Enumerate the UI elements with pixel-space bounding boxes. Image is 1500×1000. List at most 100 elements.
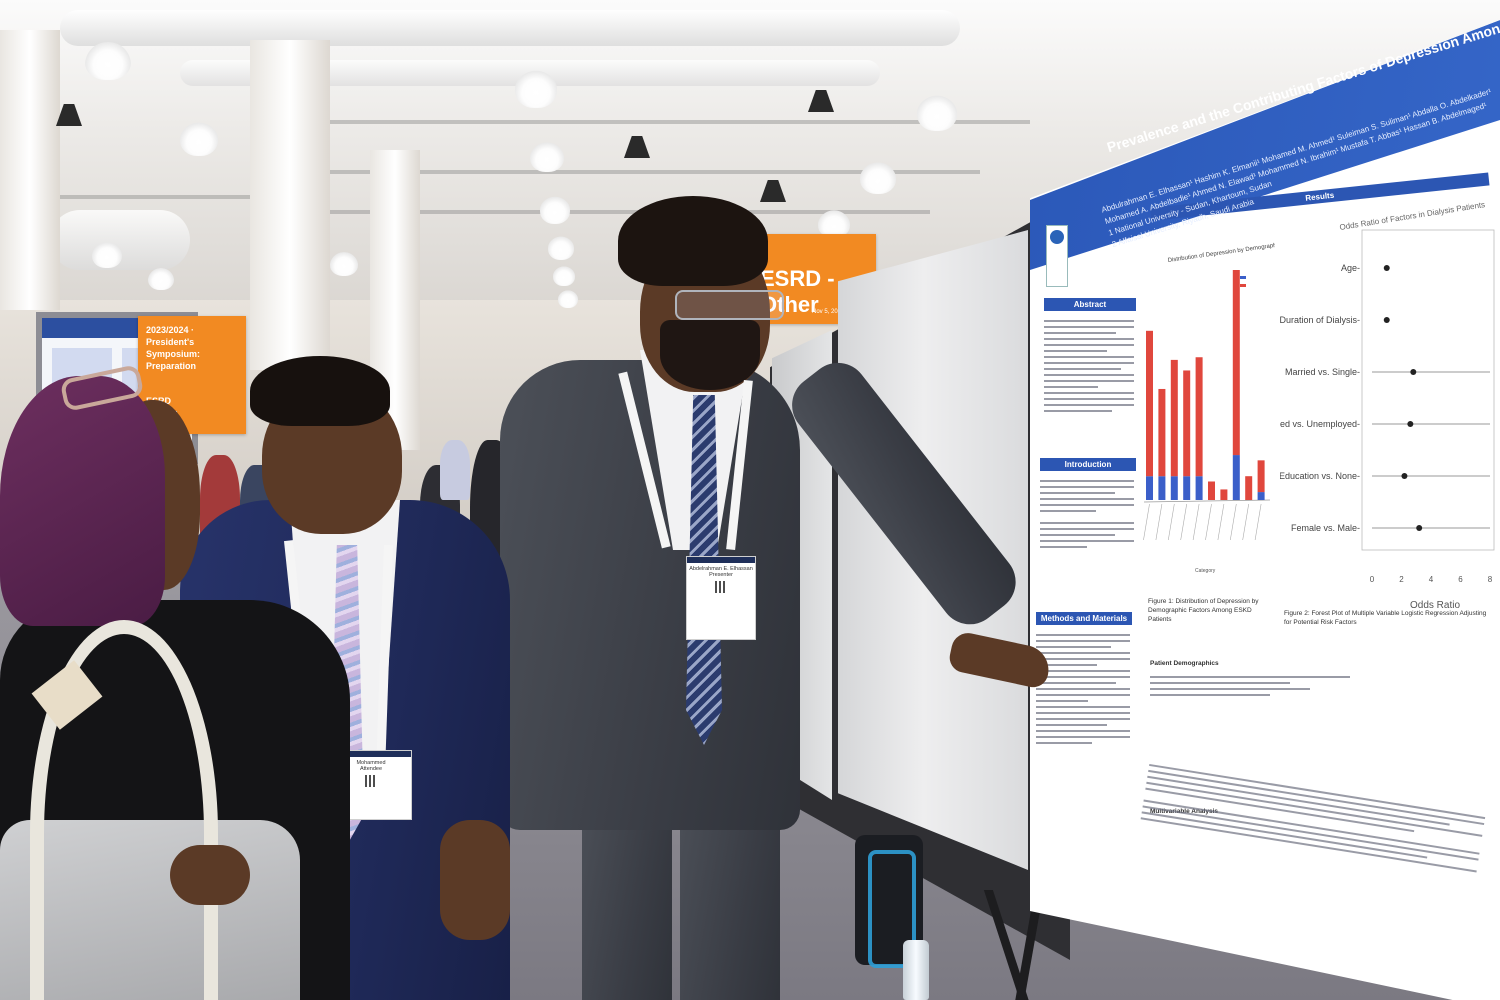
pendant-lamp bbox=[760, 180, 786, 202]
results-text bbox=[1140, 760, 1486, 876]
bar-series bbox=[1143, 270, 1265, 541]
bar-tick-label bbox=[1242, 503, 1249, 541]
forest-category-label: Employed vs. Unemployed- bbox=[1280, 419, 1360, 429]
ceiling-duct bbox=[60, 10, 960, 46]
bar-depressed bbox=[1257, 492, 1265, 500]
ceiling-light bbox=[530, 142, 564, 172]
legend-swatch bbox=[1240, 276, 1246, 279]
ceiling-light bbox=[860, 162, 896, 194]
forest-category-label: Female vs. Male- bbox=[1291, 523, 1360, 533]
methods-text bbox=[1036, 630, 1130, 748]
bar-depressed bbox=[1146, 476, 1153, 500]
ceiling-light bbox=[330, 252, 358, 276]
pendant-lamp bbox=[624, 136, 650, 158]
university-logo bbox=[1046, 225, 1068, 287]
bar-chart-title: Distribution of Depression by Demographi… bbox=[1167, 240, 1275, 264]
odds-ratio-point bbox=[1401, 473, 1408, 479]
odds-ratio-point bbox=[1383, 317, 1390, 323]
bar-tick-label bbox=[1254, 503, 1262, 541]
demographics-text bbox=[1150, 672, 1350, 700]
forest-x-tick: 2 bbox=[1399, 575, 1404, 584]
abstract-text bbox=[1044, 316, 1134, 416]
bar-depressed bbox=[1183, 476, 1191, 500]
bar-tick-label bbox=[1205, 503, 1212, 541]
water-bottle bbox=[903, 940, 929, 1000]
pendant-lamp bbox=[808, 90, 834, 112]
ceiling-light bbox=[548, 236, 574, 260]
badge-role: Presenter bbox=[709, 572, 733, 578]
forest-plot: Odds Ratio of Factors in Dialysis Patien… bbox=[1280, 200, 1495, 611]
bar-not-depressed bbox=[1232, 270, 1240, 456]
odds-ratio-point bbox=[1383, 265, 1390, 271]
methods-heading: Methods and Materials bbox=[1036, 612, 1132, 625]
bar-tick-label bbox=[1155, 503, 1163, 541]
forest-plot-title: Odds Ratio of Factors in Dialysis Patien… bbox=[1339, 200, 1486, 232]
bar-chart-axis bbox=[1143, 499, 1271, 503]
bar-not-depressed bbox=[1183, 370, 1191, 477]
companion-hair bbox=[250, 356, 390, 426]
bar-not-depressed bbox=[1245, 476, 1253, 500]
companion-hand bbox=[440, 820, 510, 940]
introduction-heading: Introduction bbox=[1040, 458, 1136, 471]
bar-depressed bbox=[1232, 455, 1240, 500]
forest-x-tick: 0 bbox=[1370, 575, 1375, 584]
bar-not-depressed bbox=[1146, 330, 1153, 477]
attendee-hand bbox=[170, 845, 250, 905]
bar-not-depressed bbox=[1220, 489, 1228, 500]
ceiling-light bbox=[558, 290, 578, 308]
bar-tick-label bbox=[1180, 503, 1187, 541]
ceiling-truss bbox=[330, 170, 980, 174]
bar-tick-label bbox=[1217, 503, 1225, 541]
forest-category-label: Age- bbox=[1341, 263, 1360, 273]
forest-x-tick: 6 bbox=[1458, 575, 1463, 584]
ceiling-light bbox=[553, 266, 575, 286]
bar-not-depressed bbox=[1208, 481, 1215, 500]
pendant-lamp bbox=[56, 104, 82, 126]
bar-chart-xlabel: Category bbox=[1195, 568, 1216, 574]
ceiling-light bbox=[818, 210, 850, 238]
demographics-heading: Patient Demographics bbox=[1150, 660, 1219, 667]
glasses-icon bbox=[675, 290, 784, 320]
poster-board-background bbox=[440, 440, 470, 500]
bar-depressed bbox=[1195, 476, 1203, 500]
pillar bbox=[250, 40, 330, 370]
presenter-hair bbox=[618, 196, 768, 286]
bar-tick-label bbox=[1192, 503, 1200, 541]
introduction-text bbox=[1040, 476, 1134, 552]
ceiling-light bbox=[515, 70, 557, 108]
backpack-strap bbox=[868, 850, 916, 968]
presenter-badge: Abdelrahman E. Elhassan Presenter bbox=[686, 556, 756, 640]
forest-category-label: Married vs. Single- bbox=[1285, 367, 1360, 377]
bar-depressed bbox=[1170, 476, 1178, 500]
ceiling-truss bbox=[330, 210, 930, 214]
ceiling-light bbox=[92, 242, 122, 268]
odds-ratio-point bbox=[1416, 525, 1423, 531]
odds-ratio-point bbox=[1407, 421, 1414, 427]
qr-code-icon bbox=[715, 581, 727, 593]
ceiling-light bbox=[180, 122, 218, 156]
forest-x-tick: 4 bbox=[1429, 575, 1434, 584]
ceiling-light bbox=[148, 268, 174, 290]
session-sign-date: Nov 5, 202 bbox=[812, 309, 842, 315]
bar-not-depressed bbox=[1195, 357, 1203, 477]
figure1-caption: Figure 1: Distribution of Depression by … bbox=[1148, 598, 1259, 623]
sign-line: Symposium: Preparation bbox=[146, 349, 201, 372]
pillar bbox=[0, 30, 60, 310]
ceiling-truss bbox=[60, 195, 320, 199]
presenter-beard bbox=[660, 320, 760, 390]
ceiling-light bbox=[85, 42, 131, 80]
forest-plot-xlabel: Odds Ratio bbox=[1410, 600, 1460, 611]
bar-depressed bbox=[1158, 476, 1166, 500]
forest-series: Age- Duration of Dialysis- Married vs. Sin… bbox=[1280, 263, 1493, 584]
forest-category-label: Duration of Dialysis- bbox=[1280, 315, 1360, 325]
legend-swatch bbox=[1240, 284, 1246, 287]
ceiling-truss bbox=[330, 120, 1030, 124]
forest-x-tick: 8 bbox=[1488, 575, 1493, 584]
badge-name: Abdelrahman E. Elhassan bbox=[689, 566, 753, 572]
badge-name: Mohammed bbox=[356, 760, 386, 766]
figure2-caption: Figure 2: Forest Plot of Multiple Variab… bbox=[1284, 610, 1487, 626]
qr-code-icon bbox=[365, 775, 377, 787]
ceiling-light bbox=[540, 196, 570, 224]
bar-tick-label bbox=[1143, 503, 1150, 541]
